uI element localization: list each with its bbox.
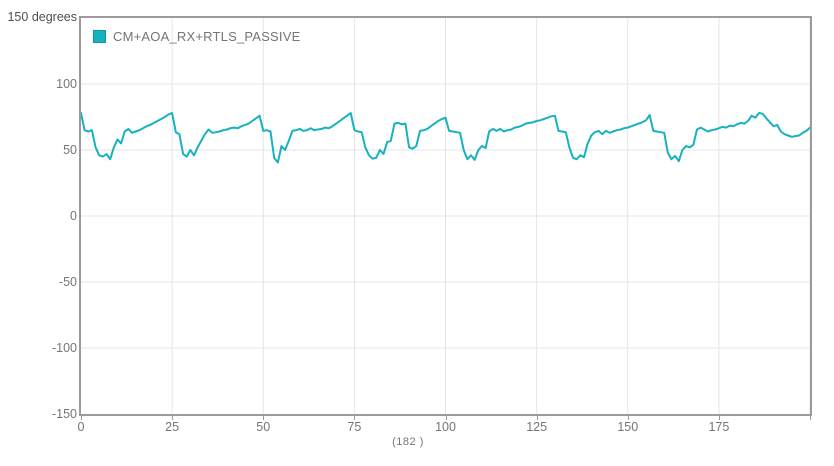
x-tick-label: 50 xyxy=(256,420,271,434)
x-tick-mark xyxy=(627,416,629,420)
y-tick-label: -100 xyxy=(51,341,77,355)
y-axis-top-label: 150 degrees xyxy=(7,10,77,24)
legend[interactable]: CM+AOA_RX+RTLS_PASSIVE xyxy=(93,29,300,44)
x-tick-label: 150 xyxy=(617,420,639,434)
x-tick-label: 75 xyxy=(347,420,362,434)
x-tick-label: 100 xyxy=(435,420,456,434)
legend-series-label: CM+AOA_RX+RTLS_PASSIVE xyxy=(113,29,301,44)
x-tick-label: 25 xyxy=(165,420,180,434)
x-tick-label: 0 xyxy=(77,420,85,434)
y-tick-label: 50 xyxy=(63,143,77,157)
x-tick-mark xyxy=(81,416,82,420)
x-tick-mark xyxy=(354,416,356,420)
x-tick-mark xyxy=(536,416,538,420)
series-line xyxy=(81,112,810,164)
legend-swatch-icon xyxy=(93,30,106,43)
x-tick-label: 175 xyxy=(708,420,730,434)
y-tick-label: -50 xyxy=(58,275,77,289)
y-tick-label: 0 xyxy=(70,209,77,223)
x-tick-mark xyxy=(445,416,447,420)
gridlines xyxy=(81,18,810,414)
plot-area[interactable]: CM+AOA_RX+RTLS_PASSIVE xyxy=(79,16,812,416)
line-chart-svg xyxy=(81,18,810,414)
x-tick-mark xyxy=(172,416,174,420)
y-tick-label: -150 xyxy=(51,407,77,421)
x-tick-mark xyxy=(263,416,265,420)
x-tick-label: 125 xyxy=(526,420,548,434)
x-tick-mark xyxy=(810,416,811,420)
x-tick-mark xyxy=(718,416,720,420)
x-axis-caption: (182 ) xyxy=(392,436,424,448)
y-tick-label: 100 xyxy=(56,77,77,91)
